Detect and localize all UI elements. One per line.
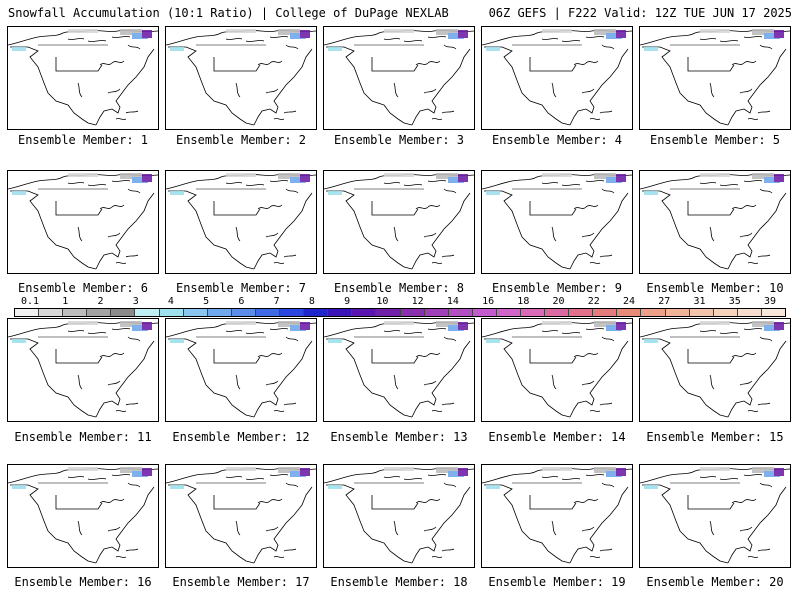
colorbar-swatch xyxy=(424,309,449,316)
ensemble-member-label: Ensemble Member: 10 xyxy=(646,281,784,295)
colorbar-swatch xyxy=(617,309,642,316)
colorbar-tick: 0.1 xyxy=(20,296,40,307)
ensemble-member-label: Ensemble Member: 5 xyxy=(649,133,781,147)
ensemble-map-panel xyxy=(165,170,317,274)
ensemble-map-panel xyxy=(323,318,475,422)
colorbar-swatch xyxy=(400,309,425,316)
colorbar-tick: 1 xyxy=(62,296,69,307)
colorbar-tick: 10 xyxy=(376,296,389,307)
ensemble-member-label: Ensemble Member: 6 xyxy=(17,281,149,295)
ensemble-map-panel xyxy=(639,318,791,422)
colorbar-tick: 8 xyxy=(308,296,315,307)
ensemble-map-panel xyxy=(7,170,159,274)
ensemble-member-label: Ensemble Member: 20 xyxy=(646,575,784,589)
colorbar-swatch xyxy=(111,309,136,316)
colorbar-tick: 7 xyxy=(273,296,280,307)
ensemble-member-label: Ensemble Member: 12 xyxy=(172,430,310,444)
ensemble-member-label: Ensemble Member: 7 xyxy=(175,281,307,295)
ensemble-member-label: Ensemble Member: 11 xyxy=(14,430,152,444)
colorbar-swatch xyxy=(472,309,497,316)
ensemble-map-panel xyxy=(481,318,633,422)
ensemble-map-panel xyxy=(481,464,633,568)
colorbar-tick: 6 xyxy=(238,296,245,307)
ensemble-member-label: Ensemble Member: 8 xyxy=(333,281,465,295)
colorbar-swatch xyxy=(376,309,401,316)
ensemble-map-panel xyxy=(323,464,475,568)
colorbar-swatch xyxy=(641,309,666,316)
ensemble-map-panel xyxy=(165,464,317,568)
colorbar-tick: 39 xyxy=(763,296,777,307)
colorbar-tick: 24 xyxy=(623,296,636,307)
ensemble-map-panel xyxy=(481,26,633,130)
colorbar-swatch xyxy=(689,309,714,316)
colorbar-tick: 3 xyxy=(132,296,139,307)
colorbar-tick: 16 xyxy=(482,296,495,307)
ensemble-member-label: Ensemble Member: 19 xyxy=(488,575,626,589)
ensemble-member-label: Ensemble Member: 15 xyxy=(646,430,784,444)
ensemble-member-label: Ensemble Member: 4 xyxy=(491,133,623,147)
colorbar-tick: 35 xyxy=(728,296,741,307)
colorbar-swatch xyxy=(135,309,160,316)
map-title: Snowfall Accumulation (10:1 Ratio) | Col… xyxy=(8,6,449,20)
ensemble-map-panel xyxy=(481,170,633,274)
colorbar-swatch xyxy=(207,309,232,316)
ensemble-member-label: Ensemble Member: 1 xyxy=(17,133,149,147)
colorbar-swatch xyxy=(304,309,329,316)
colorbar-swatch xyxy=(545,309,570,316)
ensemble-map-panel xyxy=(165,318,317,422)
valid-time-label: 06Z GEFS | F222 Valid: 12Z TUE JUN 17 20… xyxy=(488,6,792,20)
ensemble-map-panel xyxy=(7,26,159,130)
colorbar-tick: 20 xyxy=(552,296,565,307)
colorbar-swatch xyxy=(255,309,281,316)
colorbar-tick: 22 xyxy=(587,296,600,307)
ensemble-member-label: Ensemble Member: 16 xyxy=(14,575,152,589)
ensemble-map-panel xyxy=(323,26,475,130)
ensemble-member-label: Ensemble Member: 2 xyxy=(175,133,307,147)
colorbar-swatch xyxy=(593,309,618,316)
ensemble-member-label: Ensemble Member: 3 xyxy=(333,133,465,147)
ensemble-member-label: Ensemble Member: 18 xyxy=(330,575,468,589)
colorbar-swatch xyxy=(183,309,208,316)
colorbar-tick: 31 xyxy=(693,296,706,307)
colorbar-tick: 18 xyxy=(517,296,530,307)
ensemble-map-panel xyxy=(165,26,317,130)
ensemble-map-panel xyxy=(7,318,159,422)
ensemble-map-panel xyxy=(7,464,159,568)
ensemble-map-panel xyxy=(639,26,791,130)
colorbar-swatch xyxy=(159,309,184,316)
colorbar-tick: 9 xyxy=(344,296,351,307)
colorbar-swatch xyxy=(280,309,305,316)
colorbar-swatch xyxy=(352,309,377,316)
colorbar-swatch xyxy=(569,309,594,316)
ensemble-member-label: Ensemble Member: 9 xyxy=(491,281,623,295)
ensemble-map-panel xyxy=(323,170,475,274)
colorbar-swatch xyxy=(520,309,546,316)
colorbar-tick: 5 xyxy=(203,296,210,307)
colorbar-swatch xyxy=(328,309,353,316)
colorbar-swatch xyxy=(761,309,785,316)
colorbar-tick: 12 xyxy=(411,296,424,307)
colorbar-tick: 14 xyxy=(446,296,459,307)
colorbar-tick: 4 xyxy=(167,296,174,307)
colorbar-swatch xyxy=(39,309,64,316)
ensemble-member-label: Ensemble Member: 17 xyxy=(172,575,310,589)
ensemble-member-label: Ensemble Member: 13 xyxy=(330,430,468,444)
colorbar-swatch xyxy=(15,309,40,316)
colorbar-swatch xyxy=(713,309,738,316)
snowfall-colorbar xyxy=(14,308,786,317)
ensemble-map-panel xyxy=(639,170,791,274)
ensemble-member-label: Ensemble Member: 14 xyxy=(488,430,626,444)
colorbar-swatch xyxy=(496,309,521,316)
colorbar-tick: 2 xyxy=(97,296,104,307)
colorbar-swatch xyxy=(448,309,473,316)
colorbar-swatch xyxy=(87,309,112,316)
colorbar-swatch xyxy=(737,309,762,316)
colorbar-tick-labels: 0.1 1 2 3 4 5 6 7 8 9 10 12 14 16 18 20 22 24 27 31 35 39 xyxy=(14,296,786,308)
colorbar-swatch xyxy=(63,309,88,316)
colorbar-swatch xyxy=(231,309,256,316)
colorbar-swatch xyxy=(665,309,690,316)
ensemble-map-panel xyxy=(639,464,791,568)
colorbar-tick: 27 xyxy=(658,296,671,307)
